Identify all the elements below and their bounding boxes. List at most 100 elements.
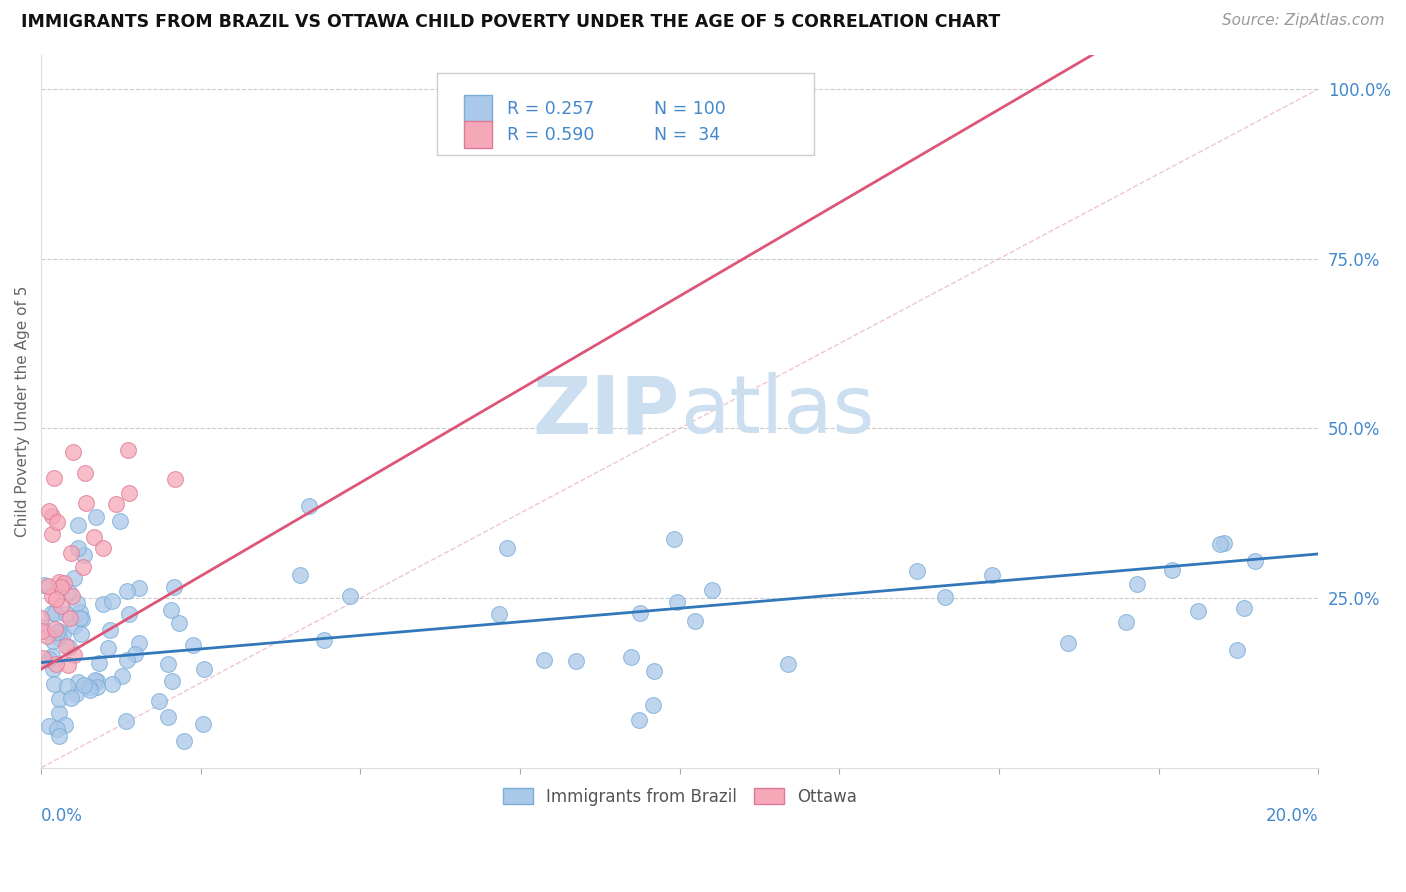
Point	[683, 614, 706, 628]
Point	[48, 624, 70, 639]
Point	[69, 605, 91, 619]
Y-axis label: Child Poverty Under the Age of 5: Child Poverty Under the Age of 5	[15, 285, 30, 537]
Point	[628, 606, 651, 620]
Point	[167, 615, 190, 630]
Point	[73, 549, 96, 563]
Point	[34, 577, 56, 591]
Point	[662, 533, 685, 547]
Point	[1213, 536, 1236, 550]
Point	[46, 624, 69, 639]
Point	[44, 606, 66, 620]
Point	[31, 624, 53, 638]
Point	[59, 691, 82, 706]
Point	[1187, 604, 1209, 618]
Point	[702, 583, 724, 598]
Point	[84, 510, 107, 524]
Point	[934, 590, 956, 604]
Point	[41, 509, 63, 524]
Point	[63, 618, 86, 632]
Point	[641, 698, 664, 713]
Point	[79, 683, 101, 698]
Point	[42, 662, 65, 676]
Point	[46, 722, 69, 736]
Point	[67, 517, 90, 532]
Point	[55, 607, 77, 622]
Point	[1115, 615, 1137, 630]
Point	[1209, 537, 1232, 551]
Point	[620, 650, 643, 665]
Point	[73, 466, 96, 480]
Point	[38, 719, 60, 733]
Point	[1056, 636, 1078, 650]
Point	[666, 595, 689, 609]
Point	[981, 568, 1004, 582]
Point	[41, 590, 63, 604]
Point	[45, 592, 67, 607]
Point	[1226, 642, 1249, 657]
Point	[163, 580, 186, 594]
Point	[181, 638, 204, 652]
Point	[83, 673, 105, 687]
Point	[117, 443, 139, 458]
Point	[48, 574, 70, 589]
Text: 0.0%: 0.0%	[41, 807, 83, 825]
Point	[48, 632, 70, 646]
Text: IMMIGRANTS FROM BRAZIL VS OTTAWA CHILD POVERTY UNDER THE AGE OF 5 CORRELATION CH: IMMIGRANTS FROM BRAZIL VS OTTAWA CHILD P…	[21, 13, 1000, 31]
Point	[38, 652, 60, 666]
Point	[48, 729, 70, 743]
Point	[63, 648, 86, 662]
Point	[1243, 554, 1265, 568]
Point	[62, 445, 84, 459]
Point	[52, 627, 75, 641]
Point	[488, 607, 510, 621]
Point	[41, 634, 63, 648]
Point	[89, 656, 111, 670]
Point	[73, 678, 96, 692]
Point	[1233, 601, 1256, 615]
Point	[128, 581, 150, 595]
Point	[101, 593, 124, 607]
Point	[115, 714, 138, 728]
FancyBboxPatch shape	[437, 73, 814, 155]
Point	[86, 680, 108, 694]
Point	[165, 472, 187, 486]
Point	[72, 612, 94, 626]
Bar	[464, 95, 492, 122]
Point	[104, 497, 127, 511]
Point	[66, 675, 89, 690]
Point	[156, 710, 179, 724]
Point	[118, 607, 141, 622]
Point	[533, 653, 555, 667]
Point	[70, 626, 93, 640]
Point	[41, 606, 63, 620]
Point	[117, 583, 139, 598]
Point	[98, 623, 121, 637]
Point	[339, 589, 361, 603]
Point	[52, 576, 75, 591]
Point	[58, 640, 80, 655]
Text: R = 0.590: R = 0.590	[508, 126, 595, 144]
Point	[44, 471, 66, 485]
Point	[35, 629, 58, 643]
Point	[298, 500, 321, 514]
Point	[38, 504, 60, 518]
Point	[83, 530, 105, 544]
Point	[60, 590, 83, 604]
Point	[118, 486, 141, 500]
Point	[37, 579, 59, 593]
Point	[108, 514, 131, 528]
Point	[115, 653, 138, 667]
Point	[66, 596, 89, 610]
Point	[41, 527, 63, 541]
Point	[56, 679, 79, 693]
Point	[45, 657, 67, 671]
Point	[42, 677, 65, 691]
Point	[288, 568, 311, 582]
Point	[65, 687, 87, 701]
Text: ZIP: ZIP	[533, 373, 679, 450]
Point	[124, 647, 146, 661]
Point	[44, 623, 66, 637]
Point	[156, 657, 179, 671]
Point	[49, 599, 72, 613]
Point	[77, 681, 100, 695]
